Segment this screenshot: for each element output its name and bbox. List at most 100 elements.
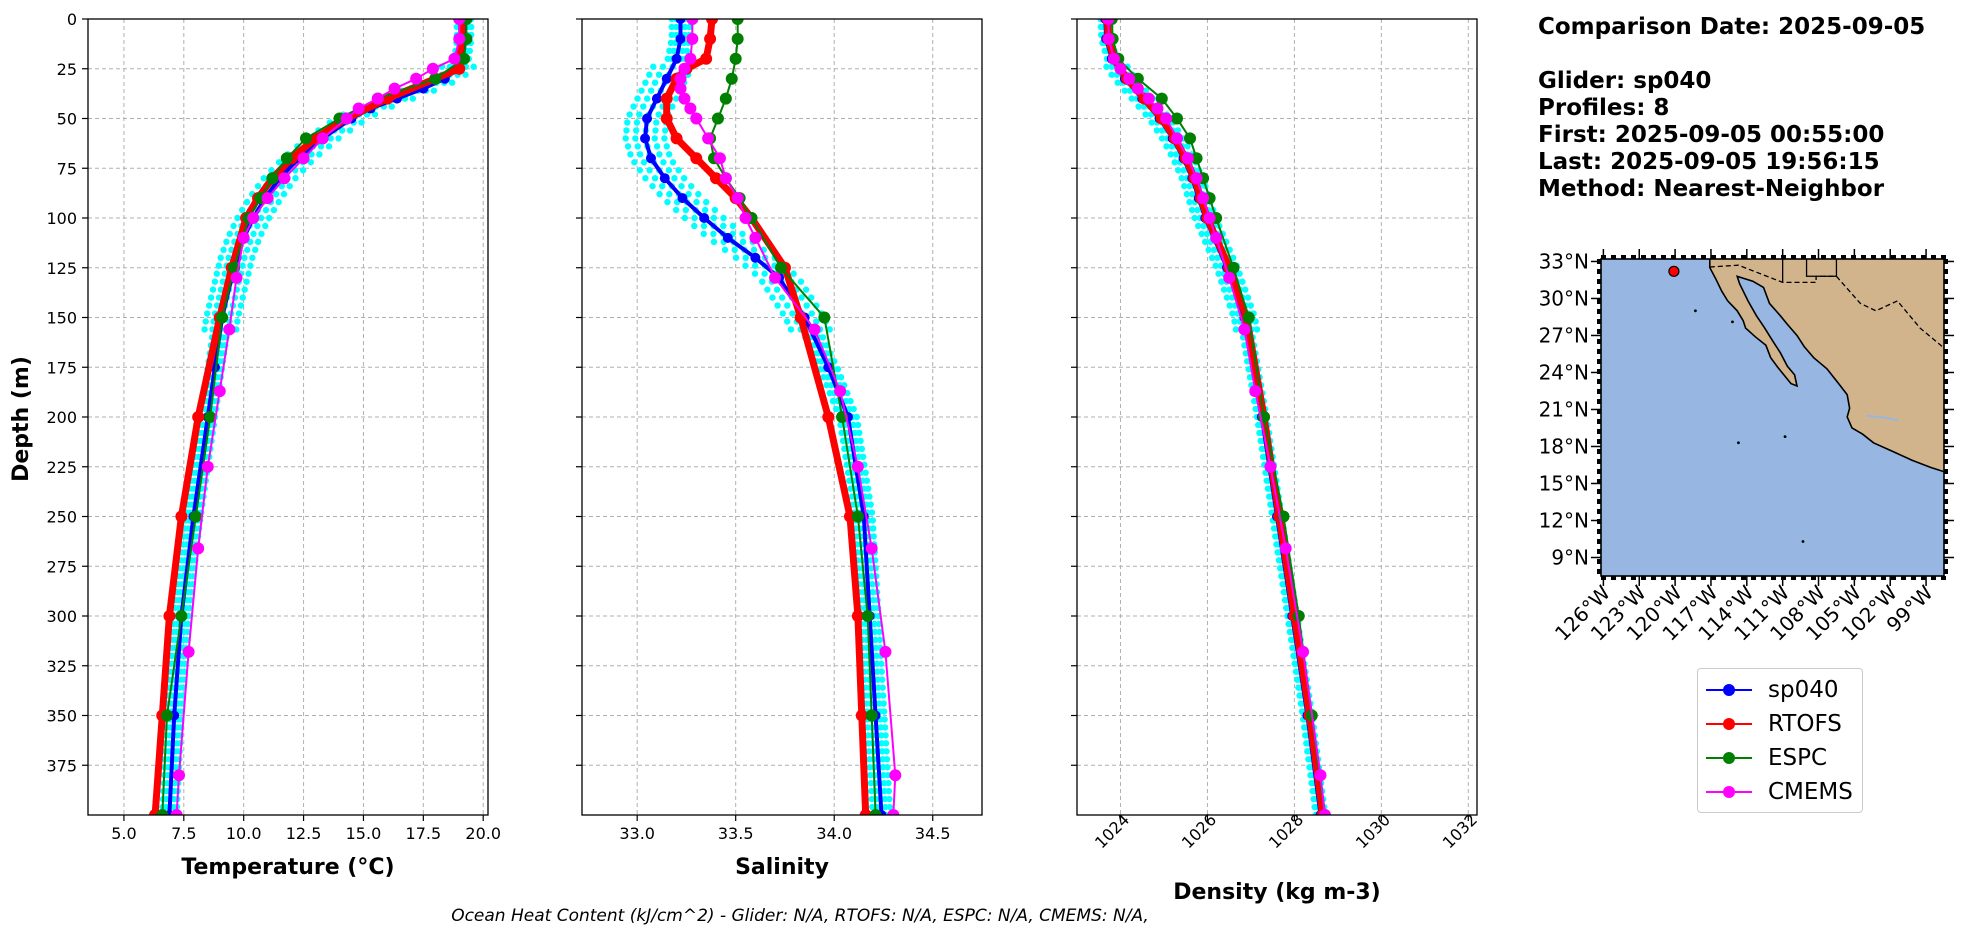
glider-raw-point [886,795,893,803]
glider-raw-point [631,159,638,166]
glider-raw-point [823,381,830,389]
axes-frame [581,18,983,816]
glider-raw-point [335,135,342,142]
map-border-tick [1597,449,1601,454]
point-cmems [1171,132,1183,145]
glider-raw-point [317,143,325,150]
map-border-tick [1711,576,1716,580]
map-border-tick [1944,519,1948,524]
point-cmems [1314,769,1327,782]
glider-raw-point [448,79,456,86]
glider-raw-point [1188,206,1196,214]
map-border-tick [1871,576,1876,580]
map-border-tick [1721,255,1726,259]
glider-raw-point [769,294,776,301]
glider-raw-point [275,159,283,166]
map-border-tick [1597,309,1601,314]
point-espc [818,311,831,324]
glider-raw-point [720,214,727,222]
point-cmems [371,92,384,105]
glider-raw-point [254,238,262,246]
map-border-tick [1597,459,1601,464]
glider-raw-point [241,286,248,293]
glider-raw-point [875,684,882,691]
glider-raw-point [327,135,334,142]
y-tick-label: 175 [46,358,77,377]
legend-label-rtofs: RTOFS [1768,711,1842,737]
point-espc [175,610,188,622]
lake [1866,414,1899,422]
x-tick-label: 15.0 [346,824,382,843]
glider-raw-point [260,175,267,182]
glider-raw-point [666,190,673,198]
map-border-tick [1611,255,1616,259]
map-border-tick [1944,499,1948,504]
map-border-tick [1597,479,1601,484]
map-border-tick [1597,359,1601,364]
glider-raw-point [880,772,887,779]
glider-raw-point [651,135,658,142]
state-line [1805,259,1838,277]
map-border-tick [1944,349,1948,354]
glider-raw-point [656,190,663,198]
glider-raw-point [742,262,749,269]
point-cmems [1181,152,1194,165]
glider-raw-point [292,175,299,182]
map-border-tick [1741,255,1746,259]
glider-name: Glider: sp040 [1538,68,1712,94]
profile-panel-1: 0 25 50 75 100 125 150 175 200 225 250 275 300 325 350… [9,10,501,880]
legend-item-rtofs: RTOFS [1698,707,1862,741]
glider-raw-point [879,756,886,763]
glider-raw-point [846,405,853,413]
glider-raw-point [826,326,833,333]
map-border-tick [1901,255,1906,259]
map-border-tick [1811,576,1816,580]
glider-raw-point [784,302,791,309]
glider-raw-point [710,238,718,246]
glider-raw-point [679,47,686,55]
map-border-tick [1611,576,1616,580]
point-cmems [1197,192,1210,205]
glider-raw-point [858,445,866,453]
glider-raw-point [1114,79,1121,86]
glider-raw-point [316,151,323,158]
map-border-tick [1597,299,1601,304]
glider-raw-point [272,190,280,198]
glider-raw-point [636,167,644,174]
glider-raw-point [673,95,680,102]
glider-raw-point [680,175,688,182]
glider-raw-point [225,254,232,261]
glider-raw-point [790,270,797,277]
glider-raw-point [869,803,876,811]
map-border-tick [1944,379,1948,384]
point-cmems [278,172,291,185]
glider-raw-point [430,87,438,94]
point-cmems [686,19,699,25]
glider-raw-point [239,262,246,269]
glider-raw-point [1229,310,1236,317]
glider-raw-point [671,175,678,182]
map-border-tick [1597,569,1601,574]
glider-raw-point [880,692,887,699]
lat-label: 27°N [1539,323,1589,347]
glider-raw-point [850,405,857,413]
x-tick-label: 20.0 [465,824,501,843]
map-border-tick [1791,576,1796,580]
point-cmems [1279,542,1292,555]
glider-raw-point [622,135,629,142]
glider-raw-point [1232,326,1240,333]
point-cmems [674,72,687,85]
comparison-info: Comparison Date: 2025-09-05 Glider: sp04… [1538,14,1925,203]
glider-raw-point [865,748,873,755]
glider-raw-point [634,143,641,150]
map-border-tick [1841,576,1846,580]
glider-raw-point [217,254,224,261]
glider-raw-point [868,509,876,516]
glider-raw-point [1220,286,1228,293]
glider-raw-point [870,533,877,540]
map-border-tick [1891,576,1896,580]
glider-raw-point [653,143,661,150]
glider-raw-point [876,700,883,707]
point-espc [1171,112,1183,125]
map-border-tick [1597,349,1601,354]
